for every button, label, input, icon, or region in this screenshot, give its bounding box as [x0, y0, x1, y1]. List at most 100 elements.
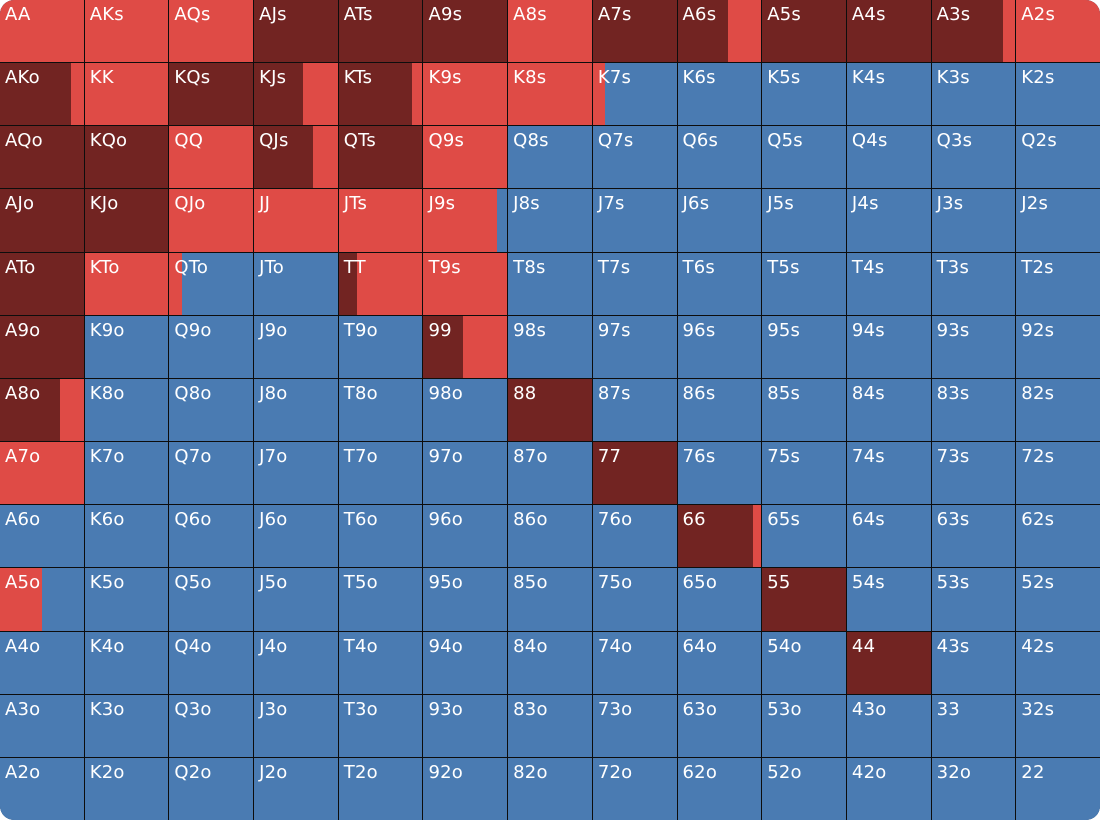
hand-cell-J2o[interactable]: J2o: [254, 757, 338, 820]
hand-cell-Q3s[interactable]: Q3s: [931, 126, 1016, 189]
hand-cell-Q7s[interactable]: Q7s: [592, 126, 677, 189]
hand-cell-K2s[interactable]: K2s: [1016, 63, 1100, 126]
hand-cell-K7o[interactable]: K7o: [84, 442, 169, 505]
hand-cell-K6s[interactable]: K6s: [677, 63, 762, 126]
hand-cell-K9o[interactable]: K9o: [84, 315, 169, 378]
hand-cell-97s[interactable]: 97s: [592, 315, 677, 378]
hand-cell-Q2s[interactable]: Q2s: [1016, 126, 1100, 189]
hand-cell-Q8o[interactable]: Q8o: [169, 378, 254, 442]
hand-cell-K7s[interactable]: K7s: [592, 63, 677, 126]
hand-cell-85o[interactable]: 85o: [508, 568, 592, 631]
hand-cell-KK[interactable]: KK: [84, 63, 169, 126]
hand-cell-KTo[interactable]: KTo: [84, 252, 169, 315]
hand-cell-T8s[interactable]: T8s: [508, 252, 592, 315]
hand-cell-JTo[interactable]: JTo: [254, 252, 338, 315]
hand-cell-K5o[interactable]: K5o: [84, 568, 169, 631]
hand-cell-T5s[interactable]: T5s: [762, 252, 846, 315]
hand-cell-76s[interactable]: 76s: [677, 442, 762, 505]
hand-cell-A8o[interactable]: A8o: [0, 378, 84, 442]
hand-cell-92o[interactable]: 92o: [423, 757, 508, 820]
hand-cell-K2o[interactable]: K2o: [84, 757, 169, 820]
hand-cell-Q9s[interactable]: Q9s: [423, 126, 508, 189]
hand-cell-62o[interactable]: 62o: [677, 757, 762, 820]
hand-cell-64o[interactable]: 64o: [677, 631, 762, 694]
hand-cell-53o[interactable]: 53o: [762, 694, 846, 757]
hand-cell-T6s[interactable]: T6s: [677, 252, 762, 315]
hand-cell-JJ[interactable]: JJ: [254, 189, 338, 252]
hand-cell-T6o[interactable]: T6o: [338, 505, 423, 568]
hand-cell-83s[interactable]: 83s: [931, 378, 1016, 442]
hand-cell-32s[interactable]: 32s: [1016, 694, 1100, 757]
hand-cell-K3s[interactable]: K3s: [931, 63, 1016, 126]
hand-cell-85s[interactable]: 85s: [762, 378, 846, 442]
hand-cell-T8o[interactable]: T8o: [338, 378, 423, 442]
hand-cell-QJo[interactable]: QJo: [169, 189, 254, 252]
hand-cell-A5s[interactable]: A5s: [762, 0, 846, 63]
hand-cell-54s[interactable]: 54s: [846, 568, 931, 631]
hand-cell-A8s[interactable]: A8s: [508, 0, 592, 63]
hand-cell-KQo[interactable]: KQo: [84, 126, 169, 189]
hand-cell-A9s[interactable]: A9s: [423, 0, 508, 63]
hand-cell-ATs[interactable]: ATs: [338, 0, 423, 63]
hand-cell-52o[interactable]: 52o: [762, 757, 846, 820]
hand-cell-A2s[interactable]: A2s: [1016, 0, 1100, 63]
hand-cell-K9s[interactable]: K9s: [423, 63, 508, 126]
hand-cell-KJs[interactable]: KJs: [254, 63, 338, 126]
hand-cell-AQs[interactable]: AQs: [169, 0, 254, 63]
hand-cell-Q3o[interactable]: Q3o: [169, 694, 254, 757]
hand-cell-A6s[interactable]: A6s: [677, 0, 762, 63]
hand-cell-A6o[interactable]: A6o: [0, 505, 84, 568]
hand-cell-65o[interactable]: 65o: [677, 568, 762, 631]
hand-cell-J5o[interactable]: J5o: [254, 568, 338, 631]
hand-cell-QTs[interactable]: QTs: [338, 126, 423, 189]
hand-cell-Q7o[interactable]: Q7o: [169, 442, 254, 505]
hand-cell-T3o[interactable]: T3o: [338, 694, 423, 757]
hand-cell-64s[interactable]: 64s: [846, 505, 931, 568]
hand-cell-K6o[interactable]: K6o: [84, 505, 169, 568]
hand-cell-KTs[interactable]: KTs: [338, 63, 423, 126]
hand-cell-J3s[interactable]: J3s: [931, 189, 1016, 252]
hand-cell-42s[interactable]: 42s: [1016, 631, 1100, 694]
hand-cell-53s[interactable]: 53s: [931, 568, 1016, 631]
hand-cell-A2o[interactable]: A2o: [0, 757, 84, 820]
hand-cell-77[interactable]: 77: [592, 442, 677, 505]
hand-cell-52s[interactable]: 52s: [1016, 568, 1100, 631]
hand-cell-43o[interactable]: 43o: [846, 694, 931, 757]
hand-cell-87o[interactable]: 87o: [508, 442, 592, 505]
hand-cell-83o[interactable]: 83o: [508, 694, 592, 757]
hand-cell-93o[interactable]: 93o: [423, 694, 508, 757]
hand-cell-63o[interactable]: 63o: [677, 694, 762, 757]
hand-cell-Q4s[interactable]: Q4s: [846, 126, 931, 189]
hand-cell-K5s[interactable]: K5s: [762, 63, 846, 126]
hand-cell-74o[interactable]: 74o: [592, 631, 677, 694]
hand-cell-QQ[interactable]: QQ: [169, 126, 254, 189]
hand-cell-K4s[interactable]: K4s: [846, 63, 931, 126]
hand-cell-98o[interactable]: 98o: [423, 378, 508, 442]
hand-cell-T5o[interactable]: T5o: [338, 568, 423, 631]
hand-cell-A4s[interactable]: A4s: [846, 0, 931, 63]
hand-cell-Q6o[interactable]: Q6o: [169, 505, 254, 568]
hand-cell-AKs[interactable]: AKs: [84, 0, 169, 63]
hand-cell-J8o[interactable]: J8o: [254, 378, 338, 442]
hand-cell-87s[interactable]: 87s: [592, 378, 677, 442]
hand-cell-K3o[interactable]: K3o: [84, 694, 169, 757]
hand-cell-T2s[interactable]: T2s: [1016, 252, 1100, 315]
hand-cell-Q4o[interactable]: Q4o: [169, 631, 254, 694]
hand-cell-44[interactable]: 44: [846, 631, 931, 694]
hand-cell-84o[interactable]: 84o: [508, 631, 592, 694]
hand-cell-J7s[interactable]: J7s: [592, 189, 677, 252]
hand-cell-JTs[interactable]: JTs: [338, 189, 423, 252]
hand-cell-Q9o[interactable]: Q9o: [169, 315, 254, 378]
hand-cell-A7s[interactable]: A7s: [592, 0, 677, 63]
hand-cell-A7o[interactable]: A7o: [0, 442, 84, 505]
hand-cell-22[interactable]: 22: [1016, 757, 1100, 820]
hand-cell-73o[interactable]: 73o: [592, 694, 677, 757]
hand-cell-94s[interactable]: 94s: [846, 315, 931, 378]
hand-cell-K4o[interactable]: K4o: [84, 631, 169, 694]
hand-cell-96s[interactable]: 96s: [677, 315, 762, 378]
hand-cell-75o[interactable]: 75o: [592, 568, 677, 631]
hand-cell-73s[interactable]: 73s: [931, 442, 1016, 505]
hand-cell-J4o[interactable]: J4o: [254, 631, 338, 694]
hand-cell-J5s[interactable]: J5s: [762, 189, 846, 252]
hand-cell-QJs[interactable]: QJs: [254, 126, 338, 189]
